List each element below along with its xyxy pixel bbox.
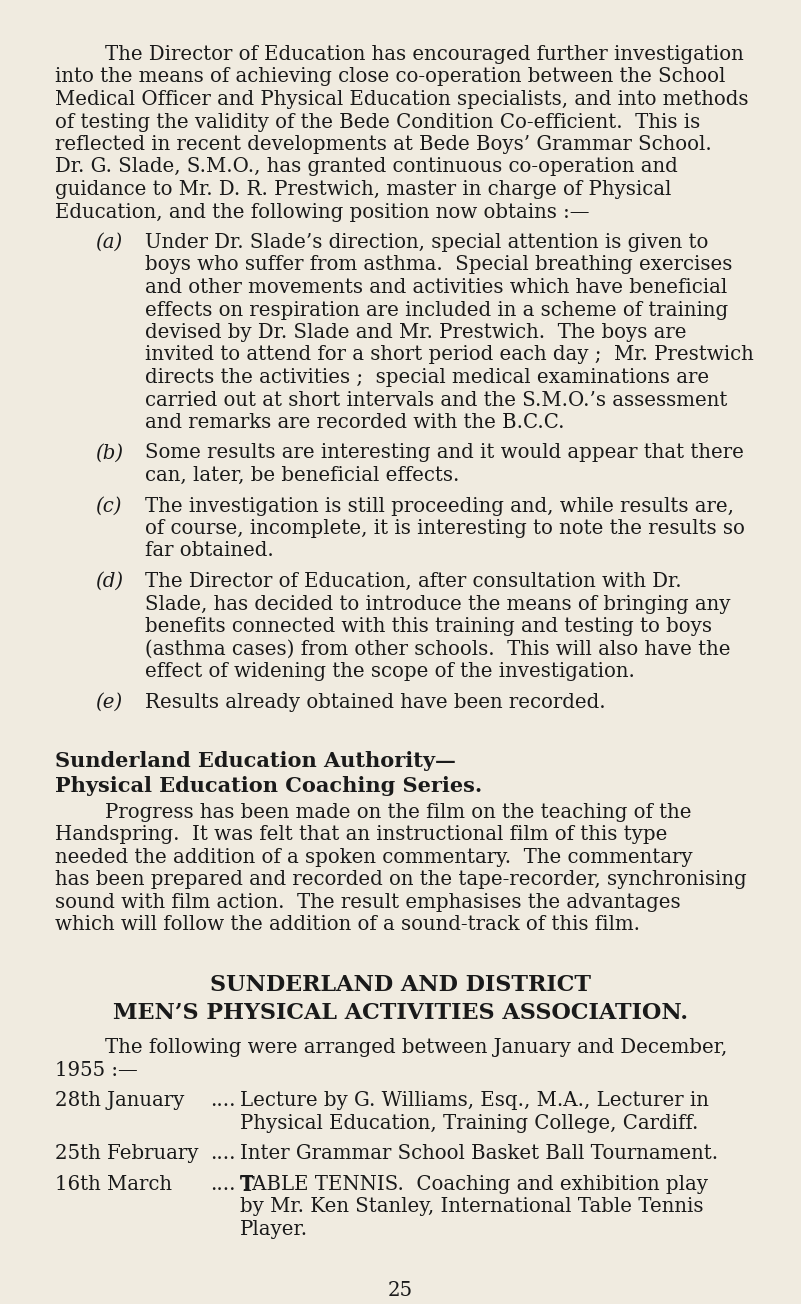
Text: carried out at short intervals and the S.M.O.’s assessment: carried out at short intervals and the S… (145, 390, 727, 409)
Text: 25th February: 25th February (55, 1144, 199, 1163)
Text: of testing the validity of the Bede Condition Co-efficient.  This is: of testing the validity of the Bede Cond… (55, 112, 700, 132)
Text: Handspring.  It was felt that an instructional film of this type: Handspring. It was felt that an instruct… (55, 825, 667, 845)
Text: Lecture by G. Williams, Esq., M.A., Lecturer in: Lecture by G. Williams, Esq., M.A., Lect… (240, 1091, 709, 1110)
Text: guidance to Mr. D. R. Prestwich, master in charge of Physical: guidance to Mr. D. R. Prestwich, master … (55, 180, 671, 200)
Text: (a): (a) (95, 233, 123, 252)
Text: Sunderland Education Authority—: Sunderland Education Authority— (55, 751, 456, 771)
Text: by Mr. Ken Stanley, International Table Tennis: by Mr. Ken Stanley, International Table … (240, 1197, 703, 1217)
Text: (asthma cases) from other schools.  This will also have the: (asthma cases) from other schools. This … (145, 639, 731, 659)
Text: which will follow the addition of a sound-track of this film.: which will follow the addition of a soun… (55, 915, 640, 935)
Text: Inter Grammar School Basket Ball Tournament.: Inter Grammar School Basket Ball Tournam… (240, 1144, 718, 1163)
Text: Slade, has decided to introduce the means of bringing any: Slade, has decided to introduce the mean… (145, 595, 731, 613)
Text: 16th March: 16th March (55, 1175, 172, 1193)
Text: Education, and the following position now obtains :—: Education, and the following position no… (55, 202, 590, 222)
Text: The investigation is still proceeding and, while results are,: The investigation is still proceeding an… (145, 497, 734, 515)
Text: needed the addition of a spoken commentary.  The commentary: needed the addition of a spoken commenta… (55, 848, 693, 867)
Text: reflected in recent developments at Bede Boys’ Grammar School.: reflected in recent developments at Bede… (55, 136, 712, 154)
Text: far obtained.: far obtained. (145, 541, 274, 561)
Text: and remarks are recorded with the B.C.C.: and remarks are recorded with the B.C.C. (145, 413, 565, 432)
Text: 25: 25 (388, 1282, 413, 1300)
Text: (b): (b) (95, 443, 123, 463)
Text: 28th January: 28th January (55, 1091, 184, 1110)
Text: The Director of Education has encouraged further investigation: The Director of Education has encouraged… (105, 46, 744, 64)
Text: (d): (d) (95, 572, 123, 591)
Text: effects on respiration are included in a scheme of training: effects on respiration are included in a… (145, 300, 728, 319)
Text: ....: .... (210, 1144, 235, 1163)
Text: of course, incomplete, it is interesting to note the results so: of course, incomplete, it is interesting… (145, 519, 745, 539)
Text: directs the activities ;  special medical examinations are: directs the activities ; special medical… (145, 368, 709, 387)
Text: benefits connected with this training and testing to boys: benefits connected with this training an… (145, 617, 712, 636)
Text: boys who suffer from asthma.  Special breathing exercises: boys who suffer from asthma. Special bre… (145, 256, 732, 275)
Text: has been prepared and recorded on the tape-recorder, synchronising: has been prepared and recorded on the ta… (55, 870, 747, 889)
Text: Dr. G. Slade, S.M.O., has granted continuous co-operation and: Dr. G. Slade, S.M.O., has granted contin… (55, 158, 678, 176)
Text: and other movements and activities which have beneficial: and other movements and activities which… (145, 278, 727, 297)
Text: Medical Officer and Physical Education specialists, and into methods: Medical Officer and Physical Education s… (55, 90, 748, 110)
Text: into the means of achieving close co-operation between the School: into the means of achieving close co-ope… (55, 68, 726, 86)
Text: TABLE TENNIS.  Coaching and exhibition play: TABLE TENNIS. Coaching and exhibition pl… (240, 1175, 708, 1193)
Text: Player.: Player. (240, 1219, 308, 1239)
Text: Under Dr. Slade’s direction, special attention is given to: Under Dr. Slade’s direction, special att… (145, 233, 708, 252)
Text: Physical Education, Training College, Cardiff.: Physical Education, Training College, Ca… (240, 1114, 698, 1133)
Text: (c): (c) (95, 497, 122, 515)
Text: 1955 :—: 1955 :— (55, 1060, 138, 1080)
Text: can, later, be beneficial effects.: can, later, be beneficial effects. (145, 466, 460, 485)
Text: (e): (e) (95, 692, 123, 712)
Text: sound with film action.  The result emphasises the advantages: sound with film action. The result empha… (55, 893, 681, 911)
Text: T: T (240, 1175, 255, 1194)
Text: Some results are interesting and it would appear that there: Some results are interesting and it woul… (145, 443, 744, 463)
Text: Physical Education Coaching Series.: Physical Education Coaching Series. (55, 776, 482, 795)
Text: The following were arranged between January and December,: The following were arranged between Janu… (105, 1038, 727, 1058)
Text: Progress has been made on the film on the teaching of the: Progress has been made on the film on th… (105, 803, 691, 822)
Text: MEN’S PHYSICAL ACTIVITIES ASSOCIATION.: MEN’S PHYSICAL ACTIVITIES ASSOCIATION. (113, 1001, 688, 1024)
Text: ....: .... (210, 1175, 235, 1193)
Text: The Director of Education, after consultation with Dr.: The Director of Education, after consult… (145, 572, 682, 591)
Text: effect of widening the scope of the investigation.: effect of widening the scope of the inve… (145, 662, 635, 681)
Text: invited to attend for a short period each day ;  Mr. Prestwich: invited to attend for a short period eac… (145, 346, 754, 365)
Text: devised by Dr. Slade and Mr. Prestwich.  The boys are: devised by Dr. Slade and Mr. Prestwich. … (145, 323, 686, 342)
Text: ....: .... (210, 1091, 235, 1110)
Text: SUNDERLAND AND DISTRICT: SUNDERLAND AND DISTRICT (210, 974, 591, 996)
Text: Results already obtained have been recorded.: Results already obtained have been recor… (145, 692, 606, 712)
